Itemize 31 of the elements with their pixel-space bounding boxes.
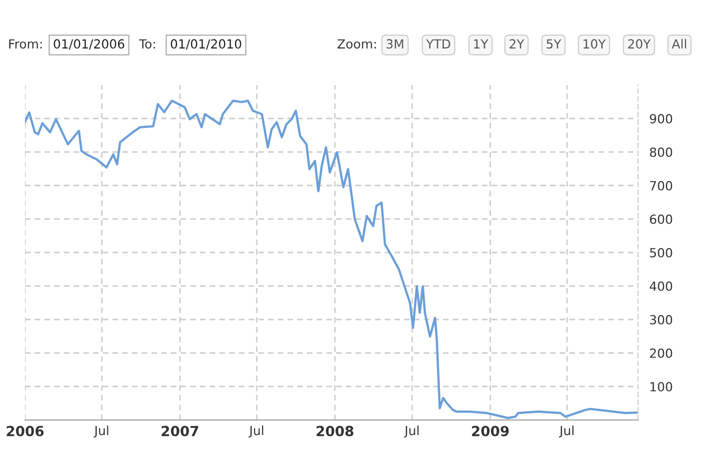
y-tick-label: 100 [650,382,672,392]
x-tick-label: Jul [248,426,264,438]
text: 2Y [510,39,524,48]
line-series [25,100,638,420]
text: From: [9,39,42,49]
text: To: [138,39,155,49]
x-tick-label: Jul [558,426,574,438]
y-tick-label: 400 [650,281,672,291]
y-tick-label: 200 [650,348,672,358]
y-tick-label: 700 [650,180,672,190]
y-tick-label: 600 [650,214,672,224]
x-tick-label: 2007 [162,426,198,436]
y-tick-label: 500 [650,248,672,258]
x-tick-label: Jul [94,426,108,438]
text: 10Y [584,39,606,49]
y-tick-label: 900 [650,114,672,124]
y-tick-label: 800 [650,147,672,157]
x-tick-label: 2008 [316,426,354,436]
text: 20Y [628,39,651,49]
text: 5Y [546,39,562,49]
y-tick-label: 300 [650,314,672,324]
text: YTD [426,39,450,48]
text: 01/01/2006 [54,39,124,50]
text: Zoom: [338,39,376,49]
text: 01/01/2010 [170,39,242,50]
text: 3M [386,39,404,49]
text: All [672,38,686,48]
x-tick-label: 2006 [6,426,44,436]
text: 1Y [474,39,488,48]
x-tick-label: Jul [404,426,419,438]
x-tick-label: 2009 [472,426,509,436]
